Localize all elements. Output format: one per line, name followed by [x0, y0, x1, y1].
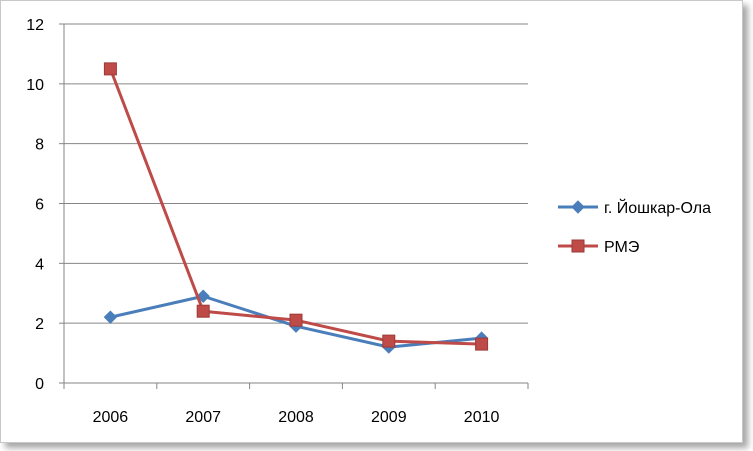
- series-layer: [103, 62, 489, 354]
- data-point-2-2007: [196, 304, 210, 318]
- x-tick-label-2009: 2009: [371, 409, 407, 426]
- x-tick-label-2008: 2008: [278, 409, 314, 426]
- y-axis-ticks: 0 2 4 6 8 10 12: [26, 17, 64, 393]
- legend-item-2: РМЭ: [558, 239, 639, 256]
- legend-item-1: г. Йошкар-Ола: [558, 198, 711, 217]
- legend-marker-1: [571, 200, 585, 214]
- data-point-2-2010: [475, 337, 489, 351]
- x-axis-ticks: 2006 2007 2008 2009 2010: [63, 383, 529, 426]
- y-tick-label: 0: [35, 376, 44, 393]
- series-line-2: [108, 68, 482, 346]
- legend-label-1: г. Йошкар-Ола: [604, 198, 711, 217]
- x-tick-label-2007: 2007: [185, 409, 221, 426]
- chart-frame: [0, 0, 743, 443]
- data-point-2-2008: [289, 313, 303, 327]
- legend-label-2: РМЭ: [604, 239, 639, 256]
- x-tick-label-2010: 2010: [464, 409, 500, 426]
- data-point-1-2006: [103, 310, 118, 324]
- data-point-2-2006: [103, 62, 117, 76]
- y-tick-label: 6: [35, 197, 44, 214]
- legend-marker-2: [571, 239, 585, 253]
- y-tick-label: 4: [35, 256, 44, 273]
- y-tick-label: 8: [35, 137, 44, 154]
- y-tick-label: 10: [26, 77, 44, 94]
- data-point-2-2009: [382, 334, 396, 348]
- x-tick-label-2006: 2006: [93, 409, 129, 426]
- gridlines: [64, 23, 528, 324]
- series-2: [103, 62, 489, 351]
- legend: г. Йошкар-Ола РМЭ: [558, 198, 711, 256]
- y-tick-label: 12: [26, 17, 44, 34]
- y-tick-label: 2: [35, 316, 44, 333]
